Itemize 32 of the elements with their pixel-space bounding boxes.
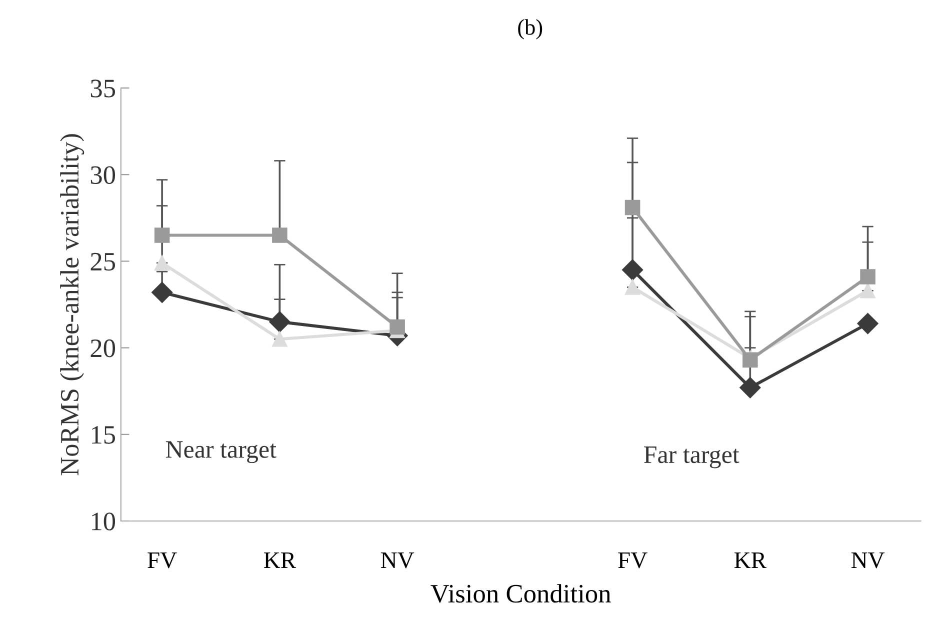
- chart-title: (b): [518, 19, 542, 40]
- x-tick-label: NV: [851, 552, 885, 568]
- annotation: Near target: [166, 441, 276, 464]
- x-tick-label: FV: [618, 552, 648, 568]
- point: [857, 313, 878, 334]
- y-tick-label: 30: [90, 166, 116, 184]
- point: [152, 282, 173, 303]
- x-tick-label: FV: [148, 552, 177, 568]
- point: [742, 352, 758, 368]
- point: [622, 259, 644, 280]
- point: [154, 255, 170, 271]
- point: [390, 319, 405, 335]
- point: [860, 283, 876, 298]
- point: [154, 228, 170, 243]
- y-axis-title: NoRMS (knee-ankle variability): [60, 134, 84, 476]
- point: [740, 377, 761, 398]
- y-tick-label: 20: [90, 339, 116, 358]
- y-tick-label: 15: [92, 426, 116, 444]
- y-tick-label: 35: [90, 80, 116, 98]
- point: [624, 200, 640, 216]
- annotation: Far target: [644, 446, 740, 468]
- point: [269, 311, 290, 332]
- y-tick-label: 10: [92, 512, 116, 530]
- x-tick-label: NV: [380, 552, 414, 568]
- x-axis-title: Vision Condition: [430, 584, 611, 603]
- point: [272, 228, 288, 243]
- point: [272, 332, 288, 347]
- y-tick-label: 25: [90, 252, 116, 271]
- point: [860, 269, 876, 284]
- point: [624, 280, 640, 295]
- x-tick-label: KR: [734, 552, 767, 568]
- x-tick-label: KR: [264, 552, 296, 568]
